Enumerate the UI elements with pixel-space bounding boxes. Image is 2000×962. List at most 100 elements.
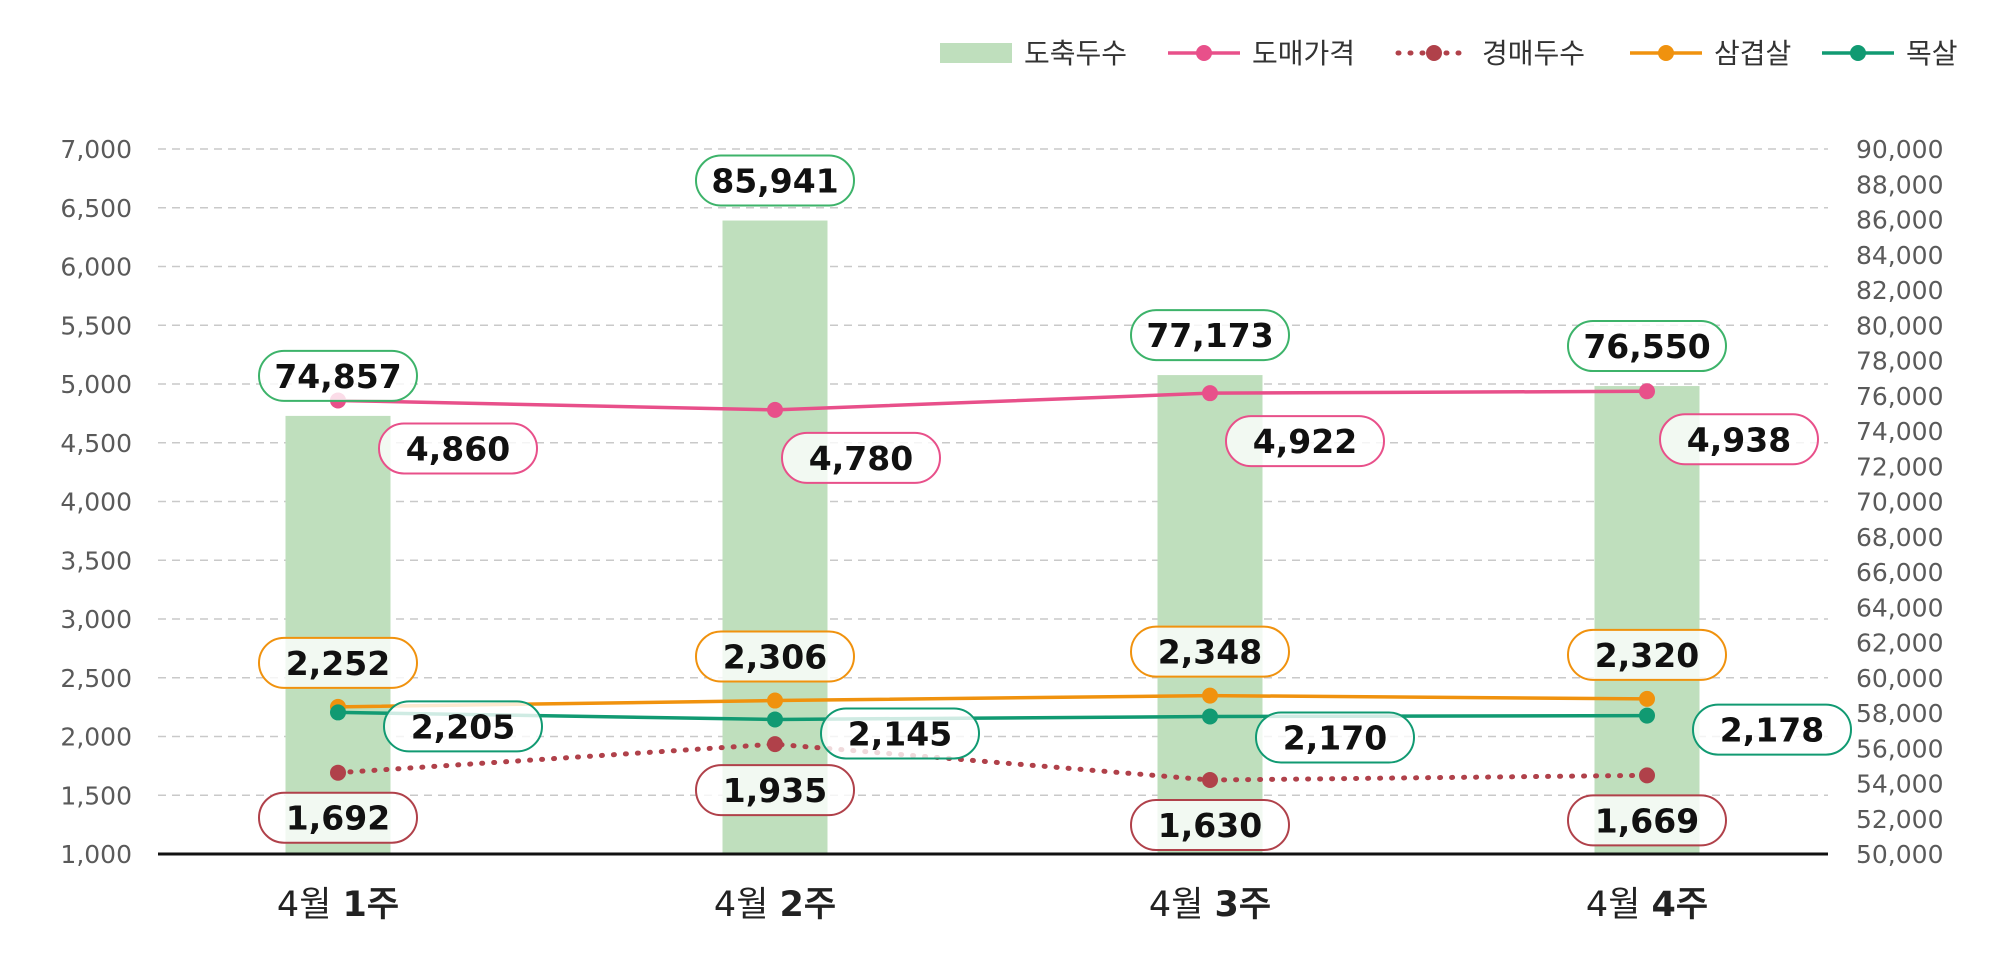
data-label-bubble xyxy=(258,791,418,844)
bar xyxy=(285,415,391,854)
data-label-bubble xyxy=(1130,309,1290,362)
data-label: 4,938 xyxy=(1659,413,1819,466)
data-label: 4,860 xyxy=(378,422,538,475)
x-category-label: 4월 2주 xyxy=(714,885,836,925)
series-point xyxy=(1202,385,1218,402)
right-tick-label: 84,000 xyxy=(1856,241,1943,270)
series-line xyxy=(337,710,1648,722)
data-label: 2,170 xyxy=(1255,711,1415,764)
data-label-bubble xyxy=(258,636,418,689)
legend-label: 삼겹살 xyxy=(1714,37,1791,70)
legend-marker xyxy=(1850,45,1866,61)
left-tick-label: 7,000 xyxy=(60,135,132,164)
x-category-label: 4월 1주 xyxy=(277,885,399,925)
right-tick-label: 86,000 xyxy=(1856,206,1943,235)
series-line xyxy=(335,741,1650,783)
legend-swatch xyxy=(940,43,1012,63)
right-tick-label: 80,000 xyxy=(1856,311,1943,340)
axes: 1,000 1,500 2,000 2,500 3,000 3,500 4,000 4,500… xyxy=(60,135,1943,925)
x-category-label: 4월 3주 xyxy=(1149,885,1271,925)
data-label-text: 4,938 xyxy=(1687,420,1791,459)
data-label-bubble xyxy=(378,422,538,475)
legend-label: 목살 xyxy=(1906,37,1958,70)
lines xyxy=(330,383,1655,788)
right-tick-label: 72,000 xyxy=(1856,452,1943,481)
right-tick-label: 74,000 xyxy=(1856,417,1943,446)
series-point xyxy=(1639,707,1655,724)
right-tick-label: 78,000 xyxy=(1856,347,1943,376)
left-tick-label: 1,500 xyxy=(60,781,132,810)
data-label-text: 2,145 xyxy=(848,714,952,753)
data-label: 1,692 xyxy=(258,791,418,844)
left-tick-label: 4,000 xyxy=(60,488,132,517)
data-label-bubble xyxy=(695,154,855,207)
data-label-bubble xyxy=(820,707,980,760)
grid xyxy=(158,148,1828,796)
right-tick-label: 70,000 xyxy=(1856,488,1943,517)
legend-marker xyxy=(1196,45,1212,61)
data-label-bubble xyxy=(1567,320,1727,373)
legend-item: 삼겹살 xyxy=(1630,37,1791,70)
data-label-text: 4,922 xyxy=(1253,422,1357,461)
bars xyxy=(285,220,1700,855)
data-label: 1,630 xyxy=(1130,798,1290,851)
data-label: 2,306 xyxy=(695,630,855,683)
left-tick-label: 2,500 xyxy=(60,664,132,693)
right-tick-label: 56,000 xyxy=(1856,734,1943,763)
data-label-text: 1,669 xyxy=(1595,801,1699,840)
right-tick-label: 76,000 xyxy=(1856,382,1943,411)
data-label-text: 2,170 xyxy=(1283,719,1387,758)
data-label: 85,941 xyxy=(695,154,855,207)
left-tick-label: 2,000 xyxy=(60,723,132,752)
right-tick-label: 66,000 xyxy=(1856,558,1943,587)
left-tick-label: 3,000 xyxy=(60,605,132,634)
legend-item: 도매가격 xyxy=(1168,37,1355,70)
data-label-bubble xyxy=(1130,625,1290,678)
series-line xyxy=(337,693,1648,709)
data-label: 76,550 xyxy=(1567,320,1727,373)
bar xyxy=(722,220,828,855)
right-tick-label: 58,000 xyxy=(1856,699,1943,728)
data-label-text: 1,692 xyxy=(286,799,390,838)
series-point xyxy=(1202,708,1218,725)
legend-item: 경매두수 xyxy=(1395,37,1585,70)
left-tick-label: 5,500 xyxy=(60,311,132,340)
legend-label: 도축두수 xyxy=(1024,37,1127,70)
data-label: 2,205 xyxy=(383,700,543,753)
data-label-text: 74,857 xyxy=(274,357,401,396)
left-tick-label: 1,000 xyxy=(60,840,132,869)
series-point xyxy=(1202,687,1218,704)
series-point xyxy=(767,711,783,728)
right-tick-label: 88,000 xyxy=(1856,170,1943,199)
right-tick-label: 90,000 xyxy=(1856,135,1943,164)
left-tick-label: 4,500 xyxy=(60,429,132,458)
right-tick-label: 64,000 xyxy=(1856,593,1943,622)
legend-label: 도매가격 xyxy=(1252,37,1355,70)
data-label-bubble xyxy=(1692,703,1852,756)
series-point xyxy=(330,704,346,721)
data-label-bubble xyxy=(1567,794,1727,847)
data-label-text: 85,941 xyxy=(711,162,838,201)
left-tick-label: 6,000 xyxy=(60,253,132,282)
data-label-bubble xyxy=(1659,413,1819,466)
legend-label: 경매두수 xyxy=(1482,37,1585,70)
data-label-bubble xyxy=(258,349,418,402)
right-tick-label: 52,000 xyxy=(1856,805,1943,834)
right-tick-label: 62,000 xyxy=(1856,629,1943,658)
data-label: 2,252 xyxy=(258,636,418,689)
right-tick-label: 82,000 xyxy=(1856,276,1943,305)
legend: 도축두수 도매가격 경매두수 삼겹살 목살 xyxy=(940,37,1958,70)
data-label-bubble xyxy=(1255,711,1415,764)
data-label-bubble xyxy=(1130,798,1290,851)
right-tick-label: 50,000 xyxy=(1856,840,1943,869)
data-label-text: 2,306 xyxy=(723,638,827,677)
data-label-bubble xyxy=(383,700,543,753)
data-label-bubble xyxy=(781,431,941,484)
data-label: 1,935 xyxy=(695,764,855,817)
x-category-label: 4월 4주 xyxy=(1586,885,1708,925)
data-label-text: 4,860 xyxy=(406,429,510,468)
left-tick-label: 5,000 xyxy=(60,370,132,399)
data-labels: 74,857 85,941 77,173 76,550 4,860 4,780 4,922 4… xyxy=(258,154,1852,851)
data-label-text: 1,630 xyxy=(1158,806,1262,845)
